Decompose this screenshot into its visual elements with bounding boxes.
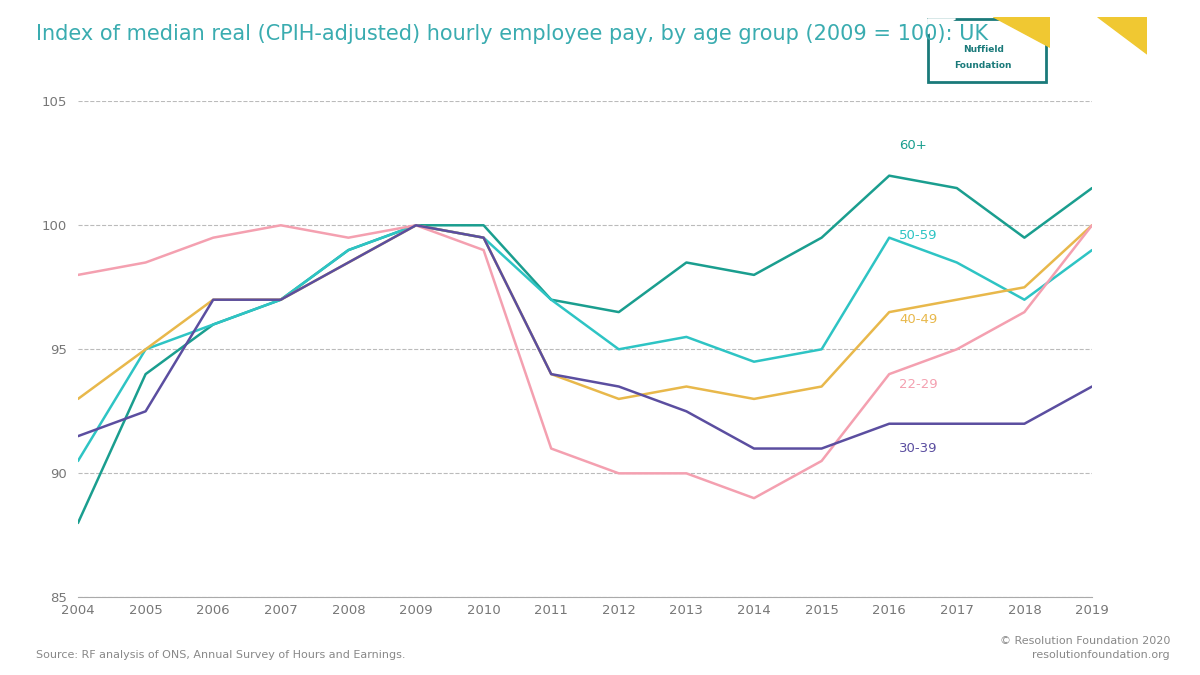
Text: 22-29: 22-29: [899, 377, 938, 391]
FancyBboxPatch shape: [928, 19, 1046, 82]
Text: 40-49: 40-49: [899, 313, 937, 326]
Text: Index of median real (CPIH-adjusted) hourly employee pay, by age group (2009 = 1: Index of median real (CPIH-adjusted) hou…: [36, 24, 988, 44]
Text: RF: RF: [1080, 40, 1124, 68]
Text: 50-59: 50-59: [899, 229, 938, 242]
Polygon shape: [1098, 17, 1147, 54]
Text: © Resolution Foundation 2020
resolutionfoundation.org: © Resolution Foundation 2020 resolutionf…: [1000, 636, 1170, 660]
Text: Nuffield: Nuffield: [962, 45, 1003, 54]
Text: Source: RF analysis of ONS, Annual Survey of Hours and Earnings.: Source: RF analysis of ONS, Annual Surve…: [36, 650, 406, 660]
Polygon shape: [928, 19, 955, 34]
Text: 30-39: 30-39: [899, 442, 938, 455]
Polygon shape: [994, 17, 1050, 47]
Text: 60+: 60+: [899, 140, 928, 153]
Text: Foundation: Foundation: [954, 61, 1012, 70]
